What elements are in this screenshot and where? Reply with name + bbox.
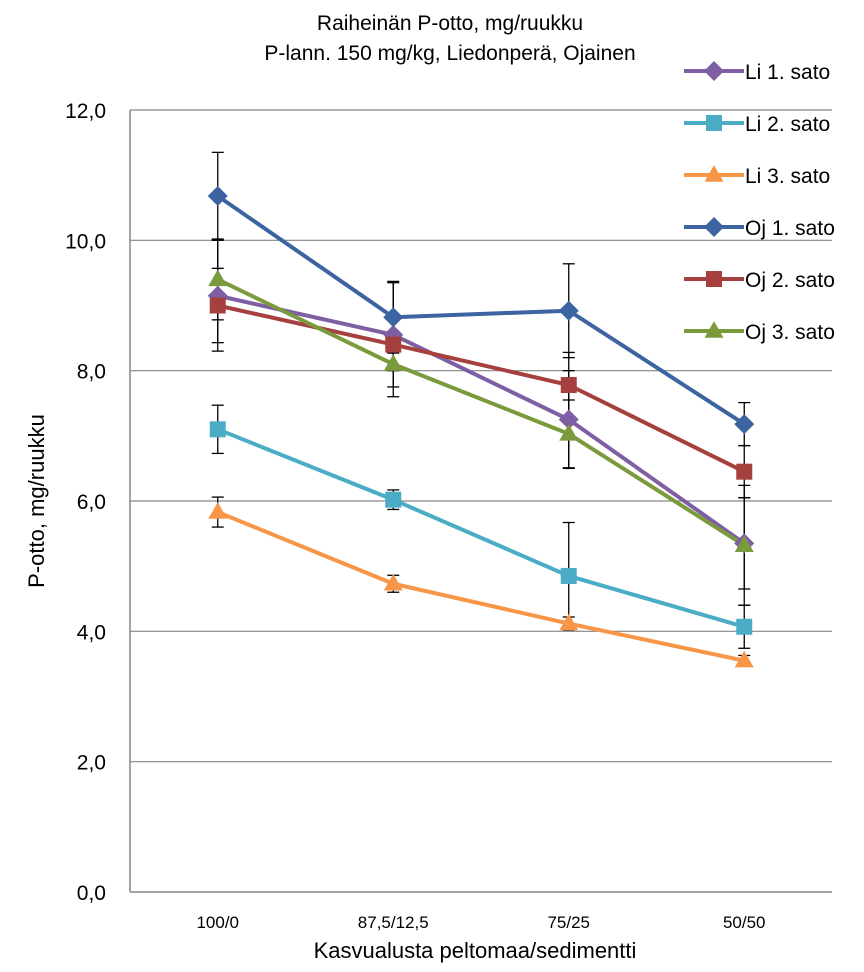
x-tick-label: 87,5/12,5	[358, 913, 429, 932]
data-point	[208, 269, 228, 287]
data-point	[559, 423, 579, 441]
legend-item: Li 1. sato	[684, 61, 830, 84]
y-tick-label: 12,0	[65, 100, 106, 123]
legend-swatch-marker	[704, 61, 724, 81]
y-tick-label: 10,0	[65, 230, 106, 253]
gridlines	[130, 109, 832, 763]
series-line	[216, 194, 746, 426]
legend-label: Li 1. sato	[745, 61, 830, 84]
legend-swatch-marker	[704, 217, 724, 237]
data-point	[385, 491, 402, 508]
series-line	[216, 277, 746, 548]
legend-item: Oj 2. sato	[684, 269, 835, 292]
error-bars	[211, 151, 751, 667]
data-point	[734, 414, 755, 435]
legend-item: Oj 1. sato	[684, 217, 835, 240]
data-point	[383, 573, 403, 591]
y-axis-label: P-otto, mg/ruukku	[24, 414, 49, 588]
data-point	[208, 502, 228, 519]
data-point	[559, 613, 579, 631]
x-axis-label: Kasvualusta peltomaa/sedimentti	[314, 938, 637, 963]
series-lines	[216, 194, 746, 663]
data-point	[558, 300, 579, 321]
data-point	[560, 567, 577, 584]
series-line	[217, 293, 746, 545]
data-point	[209, 297, 226, 314]
series-markers	[207, 186, 755, 668]
y-tick-labels: 0,0 2,0 4,0 6,0 8,0 10,0 12,0	[65, 100, 106, 905]
x-tick-label: 75/25	[547, 913, 590, 932]
legend-item: Li 3. sato	[684, 165, 830, 188]
data-point	[736, 618, 753, 635]
legend: Li 1. sato Li 2. sato Li 3. sato Oj 1. sato…	[684, 61, 835, 344]
data-point	[383, 354, 403, 371]
legend-label: Li 2. sato	[745, 113, 830, 136]
legend-swatch-marker	[704, 165, 724, 182]
legend-item: Li 2. sato	[684, 113, 830, 136]
data-point	[734, 650, 754, 668]
data-point	[207, 186, 228, 207]
legend-swatch-marker	[706, 115, 722, 131]
chart-title-line-1: Raiheinän P-otto, mg/ruukku	[317, 12, 583, 35]
legend-label: Li 3. sato	[745, 165, 830, 188]
y-tick-label: 4,0	[77, 621, 106, 644]
x-tick-labels: 100/0 87,5/12,5 75/25 50/50	[196, 913, 765, 932]
legend-label: Oj 3. sato	[745, 321, 835, 344]
data-point	[736, 463, 753, 480]
legend-label: Oj 2. sato	[745, 269, 835, 292]
data-point	[560, 377, 577, 394]
series-line	[217, 303, 746, 474]
data-point	[383, 307, 404, 328]
data-point	[209, 421, 226, 438]
series-line	[216, 510, 745, 663]
series-group	[207, 151, 755, 668]
y-tick-label: 0,0	[77, 882, 106, 905]
legend-swatch-marker	[706, 271, 722, 287]
y-tick-label: 8,0	[77, 361, 106, 384]
legend-label: Oj 1. sato	[745, 217, 835, 240]
x-tick-label: 100/0	[196, 913, 239, 932]
data-point	[734, 535, 754, 553]
y-tick-label: 2,0	[77, 752, 106, 775]
data-point	[558, 409, 579, 430]
data-point	[385, 336, 402, 353]
x-tick-label: 50/50	[723, 913, 766, 932]
legend-swatch-marker	[704, 321, 724, 338]
legend-item: Oj 3. sato	[684, 321, 835, 344]
series-line	[217, 427, 745, 629]
y-tick-label: 6,0	[77, 491, 106, 514]
chart-title-line-2: P-lann. 150 mg/kg, Liedonperä, Ojainen	[264, 42, 635, 65]
